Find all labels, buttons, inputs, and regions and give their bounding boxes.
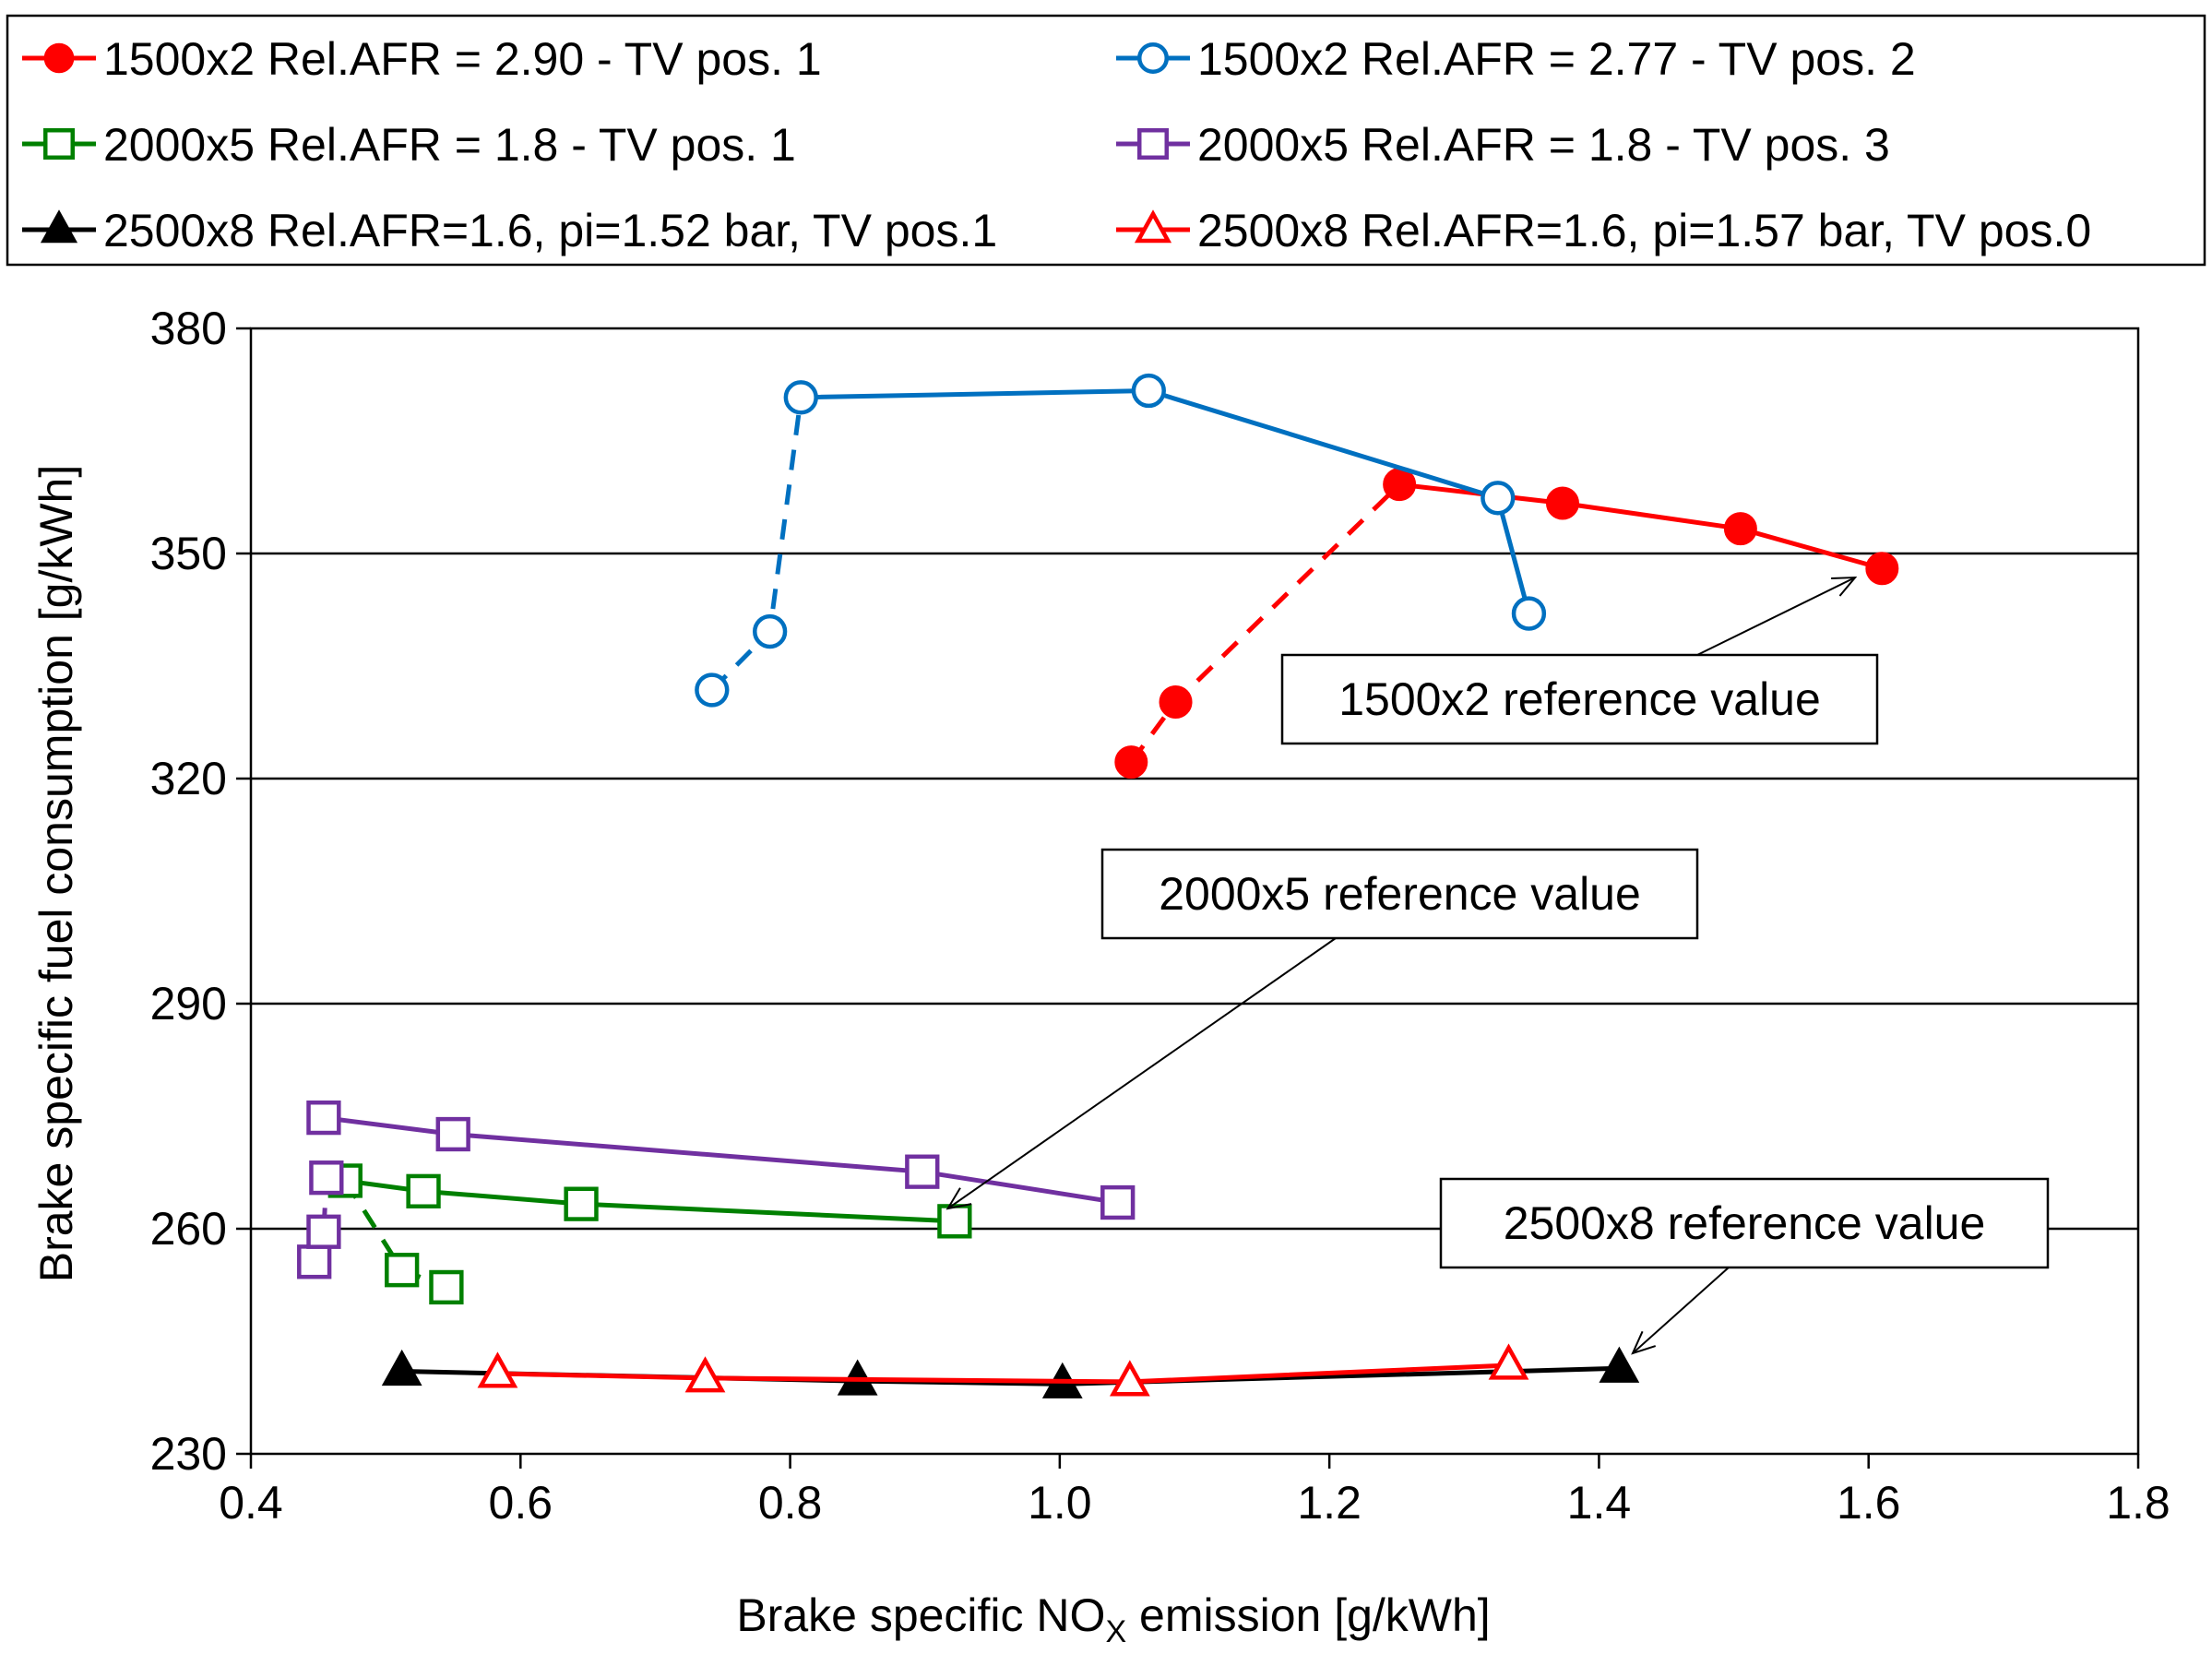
y-tick-label: 380	[150, 303, 227, 354]
annotation-box	[1100, 848, 1699, 940]
data-point	[477, 1351, 518, 1388]
series-solid-line	[344, 1178, 955, 1224]
series-solid-line	[801, 387, 1531, 614]
series-1500x2-rel-afr-2-77-tv-pos-2	[695, 373, 1547, 708]
legend-item: 2000x5 Rel.AFR = 1.8 - TV pos. 1	[22, 119, 796, 171]
legend-marker-icon	[40, 209, 78, 244]
x-tick-label: 0.4	[219, 1477, 283, 1529]
annotation-arrow-line	[946, 937, 1337, 1209]
legend-marker-icon	[1136, 42, 1170, 75]
data-point	[381, 1349, 422, 1386]
annotation-callout: 2000x5 reference value	[945, 848, 1699, 1210]
series-solid-line	[497, 1363, 1509, 1385]
series-1500x2-rel-afr-2-90-tv-pos-1	[1114, 468, 1899, 779]
series-solid-line	[323, 1115, 1119, 1206]
data-point	[783, 380, 818, 415]
legend-item: 1500x2 Rel.AFR = 2.90 - TV pos. 1	[22, 33, 822, 85]
data-point	[1114, 745, 1148, 779]
data-point	[406, 1173, 441, 1208]
y-tick-label: 260	[150, 1203, 227, 1255]
data-point	[564, 1186, 599, 1221]
data-point	[306, 1214, 341, 1249]
data-point	[905, 1154, 940, 1189]
legend-label: 2500x8 Rel.AFR=1.6, pi=1.52 bar, TV pos.…	[103, 205, 997, 256]
legend-item: 2500x8 Rel.AFR=1.6, pi=1.52 bar, TV pos.…	[22, 205, 997, 256]
annotation-arrowhead	[1831, 576, 1858, 597]
x-tick-label: 1.4	[1567, 1477, 1632, 1529]
annotation-arrowhead	[945, 1187, 972, 1210]
data-point	[1599, 1346, 1640, 1383]
legend-label: 1500x2 Rel.AFR = 2.90 - TV pos. 1	[103, 33, 822, 85]
legend-marker-icon	[1134, 209, 1172, 244]
series-2000x5-rel-afr-1-8-tv-pos-3	[297, 1100, 1136, 1279]
x-axis-title: Brake specific NOX emission [g/kWh]	[736, 1589, 1490, 1649]
annotation-callout: 1500x2 reference value	[1280, 576, 1879, 745]
x-axis-title-sub: X	[1105, 1614, 1126, 1649]
data-point	[1723, 512, 1757, 546]
data-point	[309, 1160, 344, 1196]
data-point	[695, 672, 730, 708]
y-axis-title: Brake specific fuel consumption [g/kWh]	[30, 465, 82, 1283]
series-2500x8-rel-afr-1-6-pi-1-57-bar-tv-pos-0	[477, 1343, 1529, 1397]
data-point	[429, 1269, 464, 1305]
legend-item: 2500x8 Rel.AFR=1.6, pi=1.57 bar, TV pos.…	[1116, 205, 2091, 256]
data-point	[306, 1100, 341, 1136]
x-tick-label: 0.8	[758, 1477, 823, 1529]
x-tick-label: 1.2	[1297, 1477, 1362, 1529]
y-tick-label: 290	[150, 978, 227, 1029]
annotation-callout: 2500x8 reference value	[1439, 1177, 2050, 1355]
legend-marker-icon	[43, 42, 75, 74]
y-tick-label: 350	[150, 528, 227, 579]
x-axis-title-main: Brake specific NO	[736, 1589, 1105, 1641]
annotation-box	[1439, 1177, 2050, 1269]
legend: 1500x2 Rel.AFR = 2.90 - TV pos. 1 1500x2 …	[6, 14, 2206, 267]
annotation-arrowhead	[1631, 1330, 1657, 1355]
legend-label: 2000x5 Rel.AFR = 1.8 - TV pos. 3	[1197, 119, 1890, 171]
legend-marker-icon	[1136, 127, 1170, 161]
data-point	[1511, 596, 1547, 631]
data-point	[937, 1204, 972, 1239]
legend-label: 2000x5 Rel.AFR = 1.8 - TV pos. 1	[103, 119, 796, 171]
x-tick-label: 1.8	[2106, 1477, 2170, 1529]
data-point	[1131, 373, 1166, 409]
data-point	[1109, 1360, 1150, 1397]
annotation-arrow-line	[1632, 1267, 1730, 1354]
data-point	[297, 1244, 332, 1279]
x-tick-label: 0.6	[489, 1477, 553, 1529]
series-layer	[297, 373, 1899, 1398]
axes: 0.4 0.6 0.8 1.0 1.2 1.4 1.6 1.8 230 260 290 320 350 3…	[150, 303, 2170, 1529]
annotation-text: 2500x8 reference value	[1504, 1197, 1986, 1249]
annotation-text: 2000x5 reference value	[1159, 868, 1641, 920]
data-point	[1488, 1343, 1529, 1380]
data-point	[435, 1116, 470, 1152]
legend-label: 2500x8 Rel.AFR=1.6, pi=1.57 bar, TV pos.…	[1197, 205, 2091, 256]
series-dashed-line	[710, 397, 803, 692]
data-point	[684, 1356, 726, 1393]
annotation-text: 1500x2 reference value	[1338, 673, 1821, 725]
legend-item: 2000x5 Rel.AFR = 1.8 - TV pos. 3	[1116, 119, 1890, 171]
data-point	[1100, 1184, 1136, 1220]
annotation-box	[1280, 653, 1879, 745]
y-tick-label: 320	[150, 753, 227, 804]
annotation-arrow-line	[1696, 577, 1856, 656]
plot-frame	[249, 327, 2140, 1456]
legend-box	[6, 14, 2206, 267]
x-tick-label: 1.6	[1837, 1477, 1901, 1529]
data-point	[1865, 552, 1899, 586]
data-point	[1481, 481, 1516, 516]
series-2000x5-rel-afr-1-8-tv-pos-1	[327, 1163, 972, 1305]
legend-marker-icon	[42, 127, 76, 161]
y-tick-label: 230	[150, 1428, 227, 1480]
x-tick-label: 1.0	[1028, 1477, 1092, 1529]
data-point	[753, 613, 788, 649]
legend-label: 1500x2 Rel.AFR = 2.77 - TV pos. 2	[1197, 33, 1916, 85]
x-axis-title-tail: emission [g/kWh]	[1126, 1589, 1491, 1641]
annotations: 1500x2 reference value 2000x5 reference v…	[945, 576, 2050, 1355]
data-point	[1545, 486, 1579, 520]
data-point	[385, 1253, 420, 1288]
legend-item: 1500x2 Rel.AFR = 2.77 - TV pos. 2	[1116, 33, 1916, 85]
data-point	[1159, 685, 1193, 720]
series-solid-line	[1398, 482, 1884, 571]
